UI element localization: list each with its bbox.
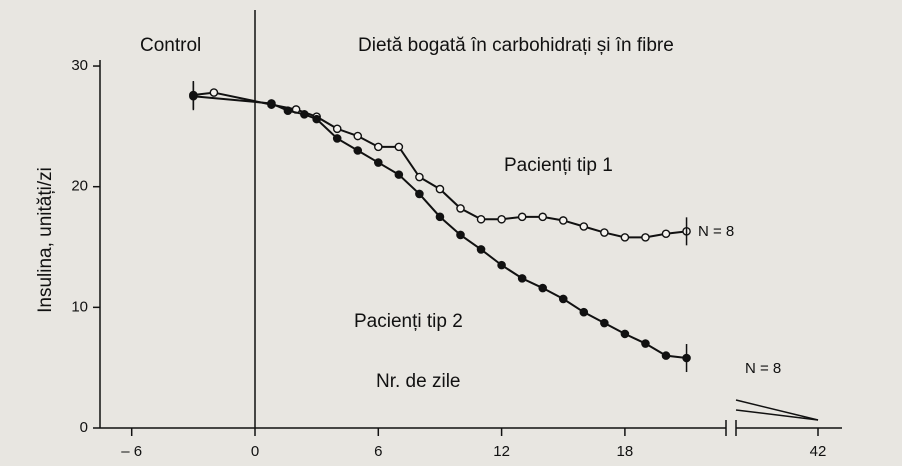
data-point	[209, 88, 219, 97]
data-point	[353, 131, 363, 141]
data-point	[661, 351, 671, 360]
data-point	[394, 170, 404, 179]
data-point	[312, 114, 321, 124]
x-tick-label: 12	[493, 443, 510, 460]
data-point	[661, 229, 671, 239]
annotation-control: Control	[140, 35, 201, 56]
data-point	[600, 228, 609, 237]
data-point	[579, 222, 589, 231]
data-point	[456, 204, 465, 213]
data-point	[435, 212, 445, 222]
x-tick-label: 18	[617, 443, 634, 460]
data-point	[283, 106, 293, 115]
data-point	[415, 189, 424, 199]
decoration	[735, 399, 819, 421]
data-point	[332, 134, 342, 143]
data-point	[600, 318, 609, 328]
x-tick-label: 42	[810, 443, 827, 460]
data-point	[435, 184, 445, 194]
data-point	[620, 329, 630, 339]
data-point	[579, 307, 589, 317]
data-point	[476, 214, 486, 224]
data-point	[517, 212, 527, 222]
x-tick-label: 6	[374, 443, 382, 460]
data-point	[394, 142, 404, 152]
annotation-type2: Pacienți tip 2	[354, 311, 463, 332]
data-point	[456, 230, 465, 240]
data-point	[620, 233, 630, 242]
annotation-n2: N = 8	[745, 360, 781, 377]
data-point	[538, 283, 548, 293]
x-axis-label: Nr. de zile	[376, 371, 460, 392]
data-point	[373, 158, 383, 167]
data-point	[641, 339, 650, 348]
y-tick-label: 20	[71, 178, 88, 195]
data-point	[497, 260, 506, 270]
data-point	[538, 212, 548, 222]
decoration	[735, 409, 819, 421]
data-point	[517, 274, 527, 283]
x-tick-label: 0	[251, 443, 259, 460]
data-point	[267, 99, 276, 108]
y-tick-label: 0	[80, 419, 88, 436]
data-point	[300, 109, 309, 119]
data-point	[415, 172, 424, 182]
data-point	[641, 233, 650, 242]
annotation-diet: Dietă bogată în carbohidrați și în fibre	[358, 35, 674, 56]
data-point	[497, 214, 506, 224]
annotation-type1: Pacienți tip 1	[504, 155, 613, 176]
x-tick-label: – 6	[121, 443, 142, 460]
annotation-n1: N = 8	[698, 223, 734, 240]
y-tick-label: 10	[71, 298, 88, 315]
data-point	[476, 245, 486, 254]
data-point	[373, 142, 383, 152]
data-point	[558, 294, 568, 304]
data-point	[332, 124, 342, 134]
y-tick-label: 30	[71, 57, 88, 74]
y-axis-label: Insulina, unități/zi	[35, 167, 56, 313]
data-point	[558, 216, 568, 225]
data-point	[353, 146, 363, 155]
